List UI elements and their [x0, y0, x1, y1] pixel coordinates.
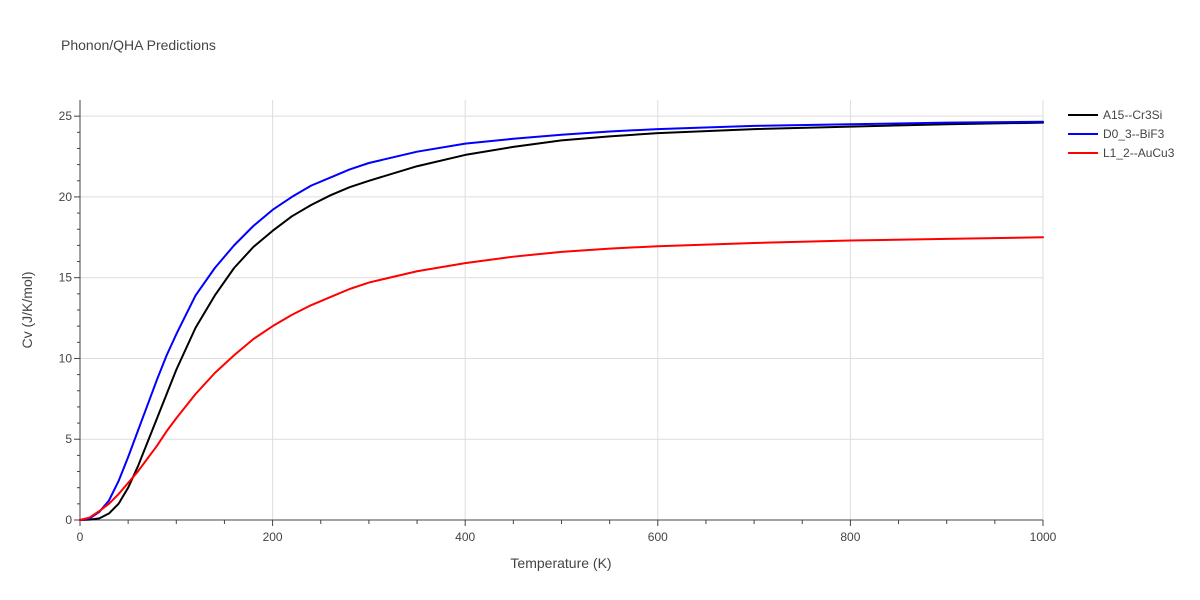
x-tick-label: 600: [648, 530, 668, 544]
series-line-l1-2-aucu3[interactable]: [79, 236, 1044, 521]
grid-layer: [80, 100, 1044, 520]
x-tick-label: 1000: [1030, 530, 1057, 544]
x-axis-title: Temperature (K): [510, 555, 611, 571]
axis-layer: 0 200 400 600 800 1000 0 5 10 15 20 25: [59, 100, 1057, 544]
legend-item[interactable]: A15--Cr3Si: [1068, 108, 1162, 122]
x-tick-label: 0: [77, 530, 84, 544]
legend[interactable]: A15--Cr3Si D0_3--BiF3 L1_2--AuCu3: [1068, 108, 1175, 160]
y-axis-title: Cv (J/K/mol): [19, 272, 35, 349]
legend-item[interactable]: L1_2--AuCu3: [1068, 146, 1175, 160]
y-tick-label: 25: [59, 109, 73, 123]
y-tick-label: 0: [65, 513, 72, 527]
legend-label: A15--Cr3Si: [1103, 108, 1162, 122]
y-tick-label: 5: [65, 432, 72, 446]
x-tick-label: 800: [840, 530, 860, 544]
legend-label: D0_3--BiF3: [1103, 127, 1165, 141]
y-tick-label: 15: [59, 271, 73, 285]
legend-item[interactable]: D0_3--BiF3: [1068, 127, 1165, 141]
legend-label: L1_2--AuCu3: [1103, 146, 1175, 160]
series-line-a15-cr3si[interactable]: [79, 121, 1044, 521]
chart-title: Phonon/QHA Predictions: [61, 37, 216, 53]
y-tick-label: 20: [59, 190, 73, 204]
y-tick-label: 10: [59, 351, 73, 365]
series-layer: [79, 120, 1044, 521]
series-line-d0-3-bif3[interactable]: [79, 120, 1044, 521]
x-tick-label: 200: [263, 530, 283, 544]
x-tick-label: 400: [455, 530, 475, 544]
